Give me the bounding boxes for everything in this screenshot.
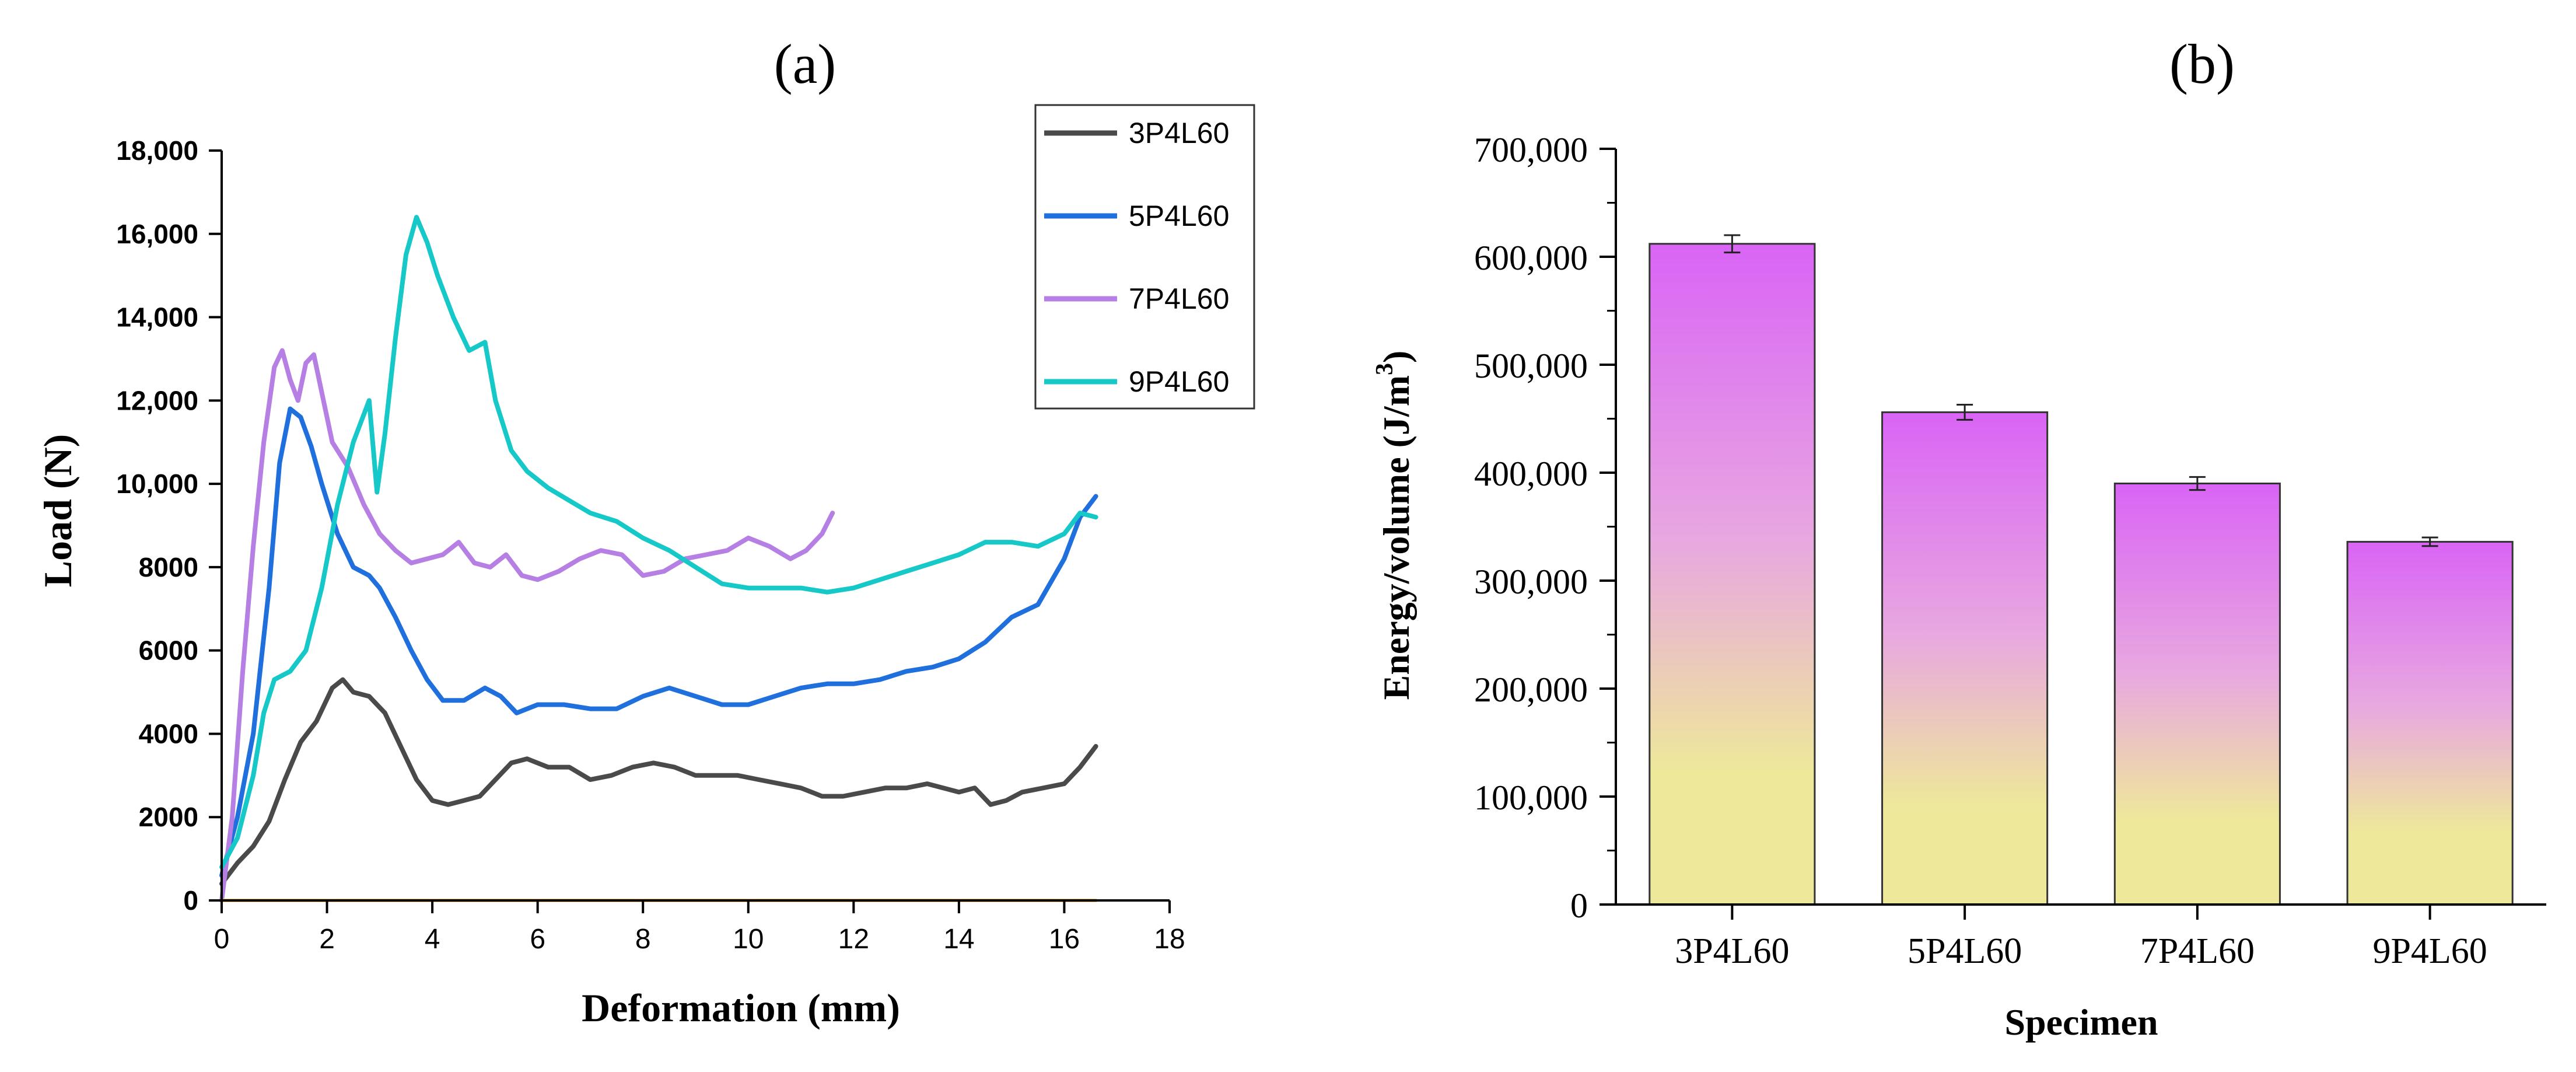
panel-b-x-axis-title: Specimen — [2004, 1001, 2158, 1043]
y-tick-label: 6000 — [139, 635, 198, 666]
y-tick-label: 200,000 — [1474, 671, 1588, 709]
y-tick-label: 12,000 — [116, 385, 198, 415]
panel-a-label: (a) — [774, 33, 836, 95]
y-tick-label: 4000 — [139, 718, 198, 749]
x-tick-label-3p4l60: 3P4L60 — [1675, 931, 1789, 971]
y-tick-label: 700,000 — [1474, 131, 1588, 169]
y-tick-label: 18,000 — [116, 135, 198, 166]
y-tick-label: 0 — [1570, 886, 1588, 925]
y-tick-label: 2000 — [139, 802, 198, 832]
series-line-7p4l60 — [219, 348, 835, 903]
panel-a-y-axis-title: Load (N) — [36, 434, 80, 588]
bar-9p4l60 — [2346, 540, 2514, 906]
x-tick-label: 8 — [635, 924, 651, 955]
y-tick-label: 0 — [183, 885, 198, 916]
legend-label-9p4l60: 9P4L60 — [1129, 365, 1229, 398]
x-tick-label: 10 — [733, 924, 764, 955]
x-tick-label: 14 — [943, 924, 974, 955]
panel-b: (b) 0 100,000 200,000 300,000 400,000 500,000… — [1371, 33, 2546, 1043]
y-tick-label: 600,000 — [1474, 239, 1588, 277]
y-tick-label: 100,000 — [1474, 778, 1588, 817]
y-tick-label: 14,000 — [116, 302, 198, 333]
x-tick-label-9p4l60: 9P4L60 — [2372, 931, 2487, 971]
y-tick-label: 500,000 — [1474, 347, 1588, 385]
legend-label-5p4l60: 5P4L60 — [1129, 200, 1229, 232]
y-tick-label: 8000 — [139, 552, 198, 582]
bar-7p4l60 — [2113, 483, 2281, 906]
x-tick-label: 2 — [319, 924, 335, 955]
x-tick-label: 4 — [425, 924, 440, 955]
series-line-5p4l60 — [219, 406, 1098, 878]
panel-b-y-axis-title-close: ) — [1376, 351, 1417, 363]
panel-a-legend: 3P4L60 5P4L60 7P4L60 9P4L60 — [1034, 104, 1255, 410]
x-tick-label: 18 — [1154, 924, 1185, 955]
panel-a-x-axis-title: Deformation (mm) — [582, 986, 900, 1030]
legend-frame — [1034, 104, 1255, 410]
x-tick-label-5p4l60: 5P4L60 — [1908, 931, 2022, 971]
x-tick-label: 12 — [838, 924, 869, 955]
panel-b-y-axis-title-main: Energy/volume (J/m — [1376, 375, 1417, 700]
panel-b-label: (b) — [2169, 33, 2235, 95]
y-tick-label: 16,000 — [116, 219, 198, 249]
legend-label-3p4l60: 3P4L60 — [1129, 117, 1229, 149]
y-tick-label: 400,000 — [1474, 455, 1588, 493]
x-tick-label: 0 — [214, 924, 230, 955]
legend-label-7p4l60: 7P4L60 — [1129, 282, 1229, 315]
panel-b-y-axis-title: Energy/volume (J/m3) — [1371, 351, 1417, 700]
bar-3p4l60 — [1648, 243, 1816, 906]
y-tick-label: 10,000 — [116, 469, 198, 499]
x-tick-label: 6 — [530, 924, 545, 955]
panel-b-y-axis-title-sup: 3 — [1371, 363, 1398, 375]
panel-a: (a) 0 2 4 6 8 10 12 14 16 18 0 2000 4000 6000 8000 10,… — [36, 33, 1255, 1030]
y-tick-label: 300,000 — [1474, 563, 1588, 601]
x-tick-label-7p4l60: 7P4L60 — [2140, 931, 2255, 971]
x-tick-label: 16 — [1049, 924, 1080, 955]
series-line-3p4l60 — [219, 677, 1098, 886]
series-line-9p4l60 — [219, 215, 1098, 870]
bar-5p4l60 — [1881, 411, 2049, 906]
